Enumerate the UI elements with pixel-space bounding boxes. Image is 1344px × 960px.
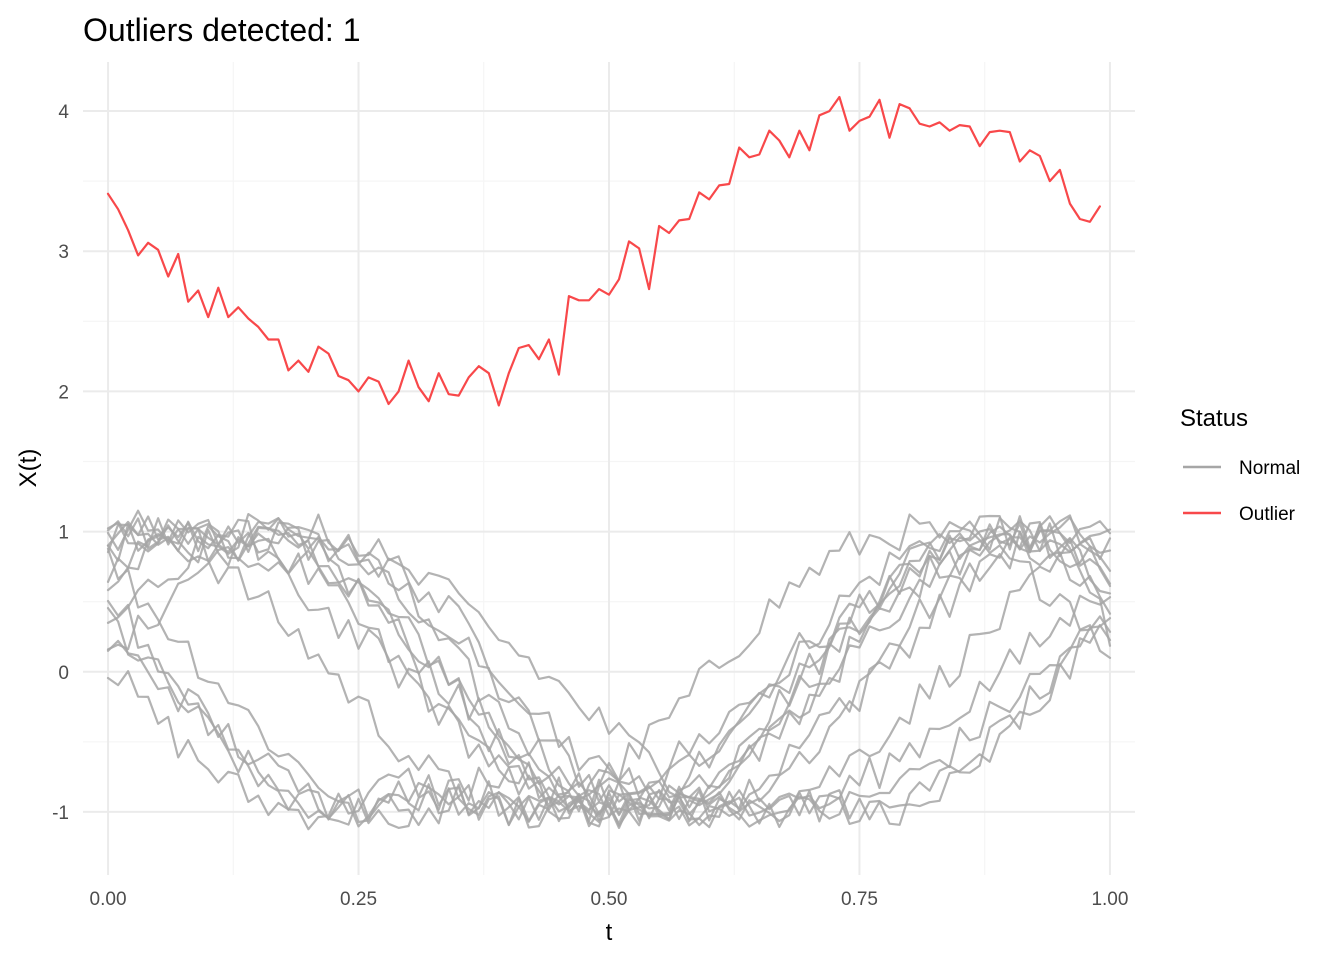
chart-title: Outliers detected: 1 xyxy=(83,12,360,48)
y-axis-ticks: -1 0 1 2 3 4 xyxy=(52,102,69,824)
legend-title: Status xyxy=(1180,405,1248,432)
normal-curve xyxy=(106,513,1112,829)
legend-label-outlier: Outlier xyxy=(1239,504,1296,525)
y-tick-label: 4 xyxy=(58,102,69,123)
outlier-curves xyxy=(106,95,1102,407)
normal-curve xyxy=(106,617,1112,830)
y-axis-title: X(t) xyxy=(15,449,42,488)
plot-grid xyxy=(83,62,1135,875)
normal-curve xyxy=(106,517,1112,823)
normal-curve xyxy=(106,516,1112,827)
x-tick-label: 0.50 xyxy=(591,889,628,910)
normal-curves xyxy=(106,509,1112,831)
normal-curve xyxy=(106,516,1112,822)
y-tick-label: 2 xyxy=(58,382,69,403)
normal-curve xyxy=(106,599,1112,829)
normal-curve xyxy=(106,514,1112,831)
x-axis-title: t xyxy=(606,919,613,946)
x-tick-label: 0.75 xyxy=(841,889,878,910)
normal-curve xyxy=(106,515,1112,828)
y-tick-label: 1 xyxy=(58,523,69,544)
legend-label-normal: Normal xyxy=(1239,458,1300,479)
y-tick-label: 0 xyxy=(58,663,69,684)
y-tick-label: -1 xyxy=(52,803,69,824)
y-tick-label: 3 xyxy=(58,242,69,263)
normal-curve xyxy=(106,513,1112,828)
outlier-curve xyxy=(106,95,1102,407)
x-tick-label: 0.00 xyxy=(90,889,127,910)
x-tick-label: 1.00 xyxy=(1091,889,1128,910)
x-axis-ticks: 0.00 0.25 0.50 0.75 1.00 xyxy=(90,889,1129,910)
legend: Status Normal Outlier xyxy=(1180,405,1300,525)
x-tick-label: 0.25 xyxy=(340,889,377,910)
